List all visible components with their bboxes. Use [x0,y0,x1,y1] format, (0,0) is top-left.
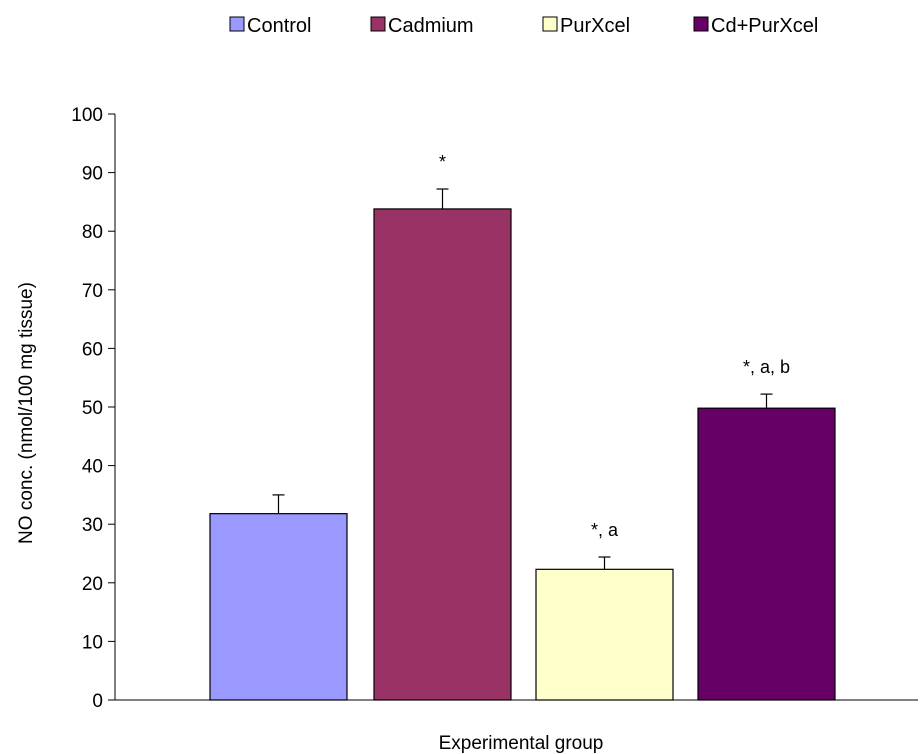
y-tick-label: 50 [82,398,103,419]
y-tick-label: 80 [82,222,103,243]
x-axis-title: Experimental group [439,733,604,754]
legend-swatch [542,16,558,32]
bar [535,568,674,701]
y-axis-title: NO conc. (nmol/100 mg tissue) [16,282,37,544]
legend-label: PurXcel [560,15,630,37]
bar-annotation: *, a, b [743,357,790,377]
legend-swatch [693,16,709,32]
y-tick-label: 20 [82,574,103,595]
legend-label: Control [247,15,311,37]
y-tick-label: 100 [71,105,103,126]
legend-swatch [370,16,386,32]
y-tick-label: 60 [82,339,103,360]
legend: Control Cadmium PurXcel Cd+PurXcel [229,15,818,37]
bar [209,513,348,701]
bar [697,407,836,701]
bar-annotation: *, a [591,520,619,540]
y-tick-label: 0 [92,691,103,712]
legend-label: Cadmium [388,15,474,37]
y-tick-label: 10 [82,632,103,653]
legend-label: Cd+PurXcel [711,15,818,37]
bar-annotation: * [439,152,446,172]
y-tick-label: 90 [82,164,103,185]
y-tick-label: 30 [82,515,103,536]
bar [373,208,512,701]
y-tick-label: 40 [82,457,103,478]
plot-area: 0 10 20 30 40 50 60 70 80 90 100 * *, a *, a, b [71,105,918,712]
legend-swatch [229,16,245,32]
y-tick-label: 70 [82,281,103,302]
